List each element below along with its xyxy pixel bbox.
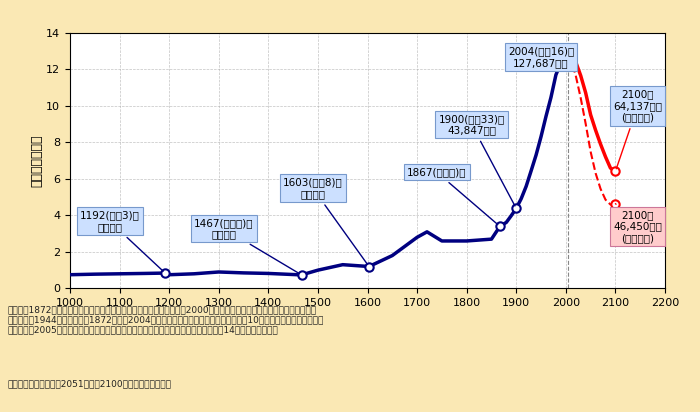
Text: 1467(応仁元)年
応仁の乱: 1467(応仁元)年 応仁の乱: [194, 218, 299, 274]
Text: 2004(平成16)年
127,687千人: 2004(平成16)年 127,687千人: [508, 46, 574, 68]
Text: 2100年
46,450千人
(低位推計): 2100年 46,450千人 (低位推計): [613, 204, 662, 243]
Text: 注：　推計値のうち、2051年から2100年までは参考推計。: 注： 推計値のうち、2051年から2100年までは参考推計。: [7, 379, 171, 388]
Text: 1900(明治33)年
43,847千人: 1900(明治33)年 43,847千人: [438, 114, 515, 206]
Text: 資料：　1872年以前は、鬼頭宏「人口から読む日本の歴史」講談社（2000年）、森田優三「人口増加の分析」日本評論
　　　社（1944年）による。1872年から: 資料： 1872年以前は、鬼頭宏「人口から読む日本の歴史」講談社（2000年）、…: [7, 305, 323, 335]
Text: 1192(建久3)年
鎌倉幕府: 1192(建久3)年 鎌倉幕府: [80, 211, 163, 271]
Text: 2100年
64,137千人
(中位推計): 2100年 64,137千人 (中位推計): [613, 89, 662, 169]
Text: 1867(明治元)年: 1867(明治元)年: [407, 167, 498, 225]
Y-axis label: 人口（千万人）: 人口（千万人）: [30, 134, 43, 187]
Text: 1603(慶長8)年
徳川幕府: 1603(慶長8)年 徳川幕府: [283, 178, 368, 264]
